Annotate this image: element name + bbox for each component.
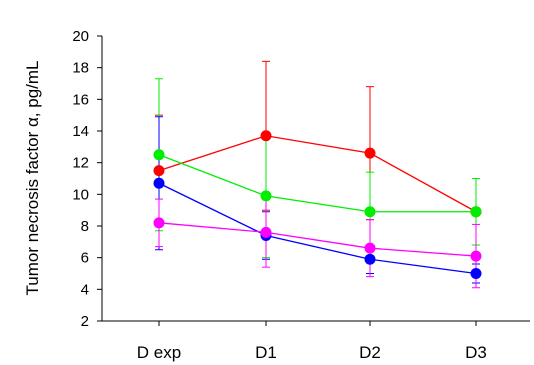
y-tick-label: 16 xyxy=(72,91,89,108)
data-point xyxy=(153,149,165,161)
series-line-0 xyxy=(158,135,477,213)
data-point xyxy=(364,147,376,159)
x-tick-label: D2 xyxy=(359,343,381,362)
y-tick-label: 14 xyxy=(72,123,89,140)
y-ticks: 2 4 6 8 10 12 14 16 18 20 xyxy=(72,28,102,330)
y-axis-label: Tumor necrosis factor α, pg/mL xyxy=(23,61,42,296)
series-line-3 xyxy=(158,222,477,257)
data-point xyxy=(470,250,482,262)
data-point xyxy=(470,206,482,218)
series-line-2 xyxy=(158,182,477,275)
y-tick-label: 10 xyxy=(72,186,89,203)
data-point xyxy=(260,226,272,238)
data-points xyxy=(153,130,482,279)
y-tick-label: 2 xyxy=(81,313,89,330)
data-point xyxy=(153,165,165,177)
data-point xyxy=(153,217,165,229)
x-tick-label: D exp xyxy=(137,343,181,362)
data-point xyxy=(153,177,165,189)
data-point xyxy=(470,268,482,279)
series-line-1 xyxy=(158,154,476,213)
x-tick-label: D3 xyxy=(465,343,487,362)
x-ticks: D exp D1 D2 D3 xyxy=(137,321,487,362)
y-tick-label: 12 xyxy=(72,155,89,172)
data-point xyxy=(364,242,376,254)
error-bars xyxy=(155,60,480,289)
y-tick-label: 4 xyxy=(81,281,89,298)
data-point xyxy=(364,253,376,265)
y-tick-label: 6 xyxy=(81,250,89,267)
y-tick-label: 18 xyxy=(72,60,89,77)
data-point xyxy=(260,130,272,142)
series-lines xyxy=(158,135,477,275)
x-tick-label: D1 xyxy=(255,343,277,362)
data-point xyxy=(260,190,272,202)
y-tick-label: 20 xyxy=(72,28,89,45)
y-tick-label: 8 xyxy=(81,218,89,235)
data-point xyxy=(364,206,376,218)
